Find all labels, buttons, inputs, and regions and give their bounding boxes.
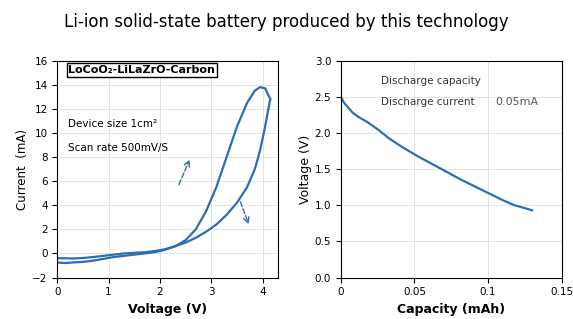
Text: Discharge capacity: Discharge capacity <box>380 76 481 86</box>
Text: Li-ion solid-state battery produced by this technology: Li-ion solid-state battery produced by t… <box>64 13 509 31</box>
Text: 0.05mA: 0.05mA <box>495 98 539 108</box>
Text: Device size 1cm²: Device size 1cm² <box>68 119 158 129</box>
Text: Scan rate 500mV/S: Scan rate 500mV/S <box>68 143 168 153</box>
Y-axis label: Current  (mA): Current (mA) <box>17 129 29 210</box>
Y-axis label: Voltage (V): Voltage (V) <box>299 134 312 204</box>
Text: LoCoO₂-LiLaZrO-Carbon: LoCoO₂-LiLaZrO-Carbon <box>68 65 215 75</box>
X-axis label: Capacity (mAh): Capacity (mAh) <box>397 303 505 316</box>
X-axis label: Voltage (V): Voltage (V) <box>128 303 207 316</box>
Text: Discharge current: Discharge current <box>380 98 474 108</box>
